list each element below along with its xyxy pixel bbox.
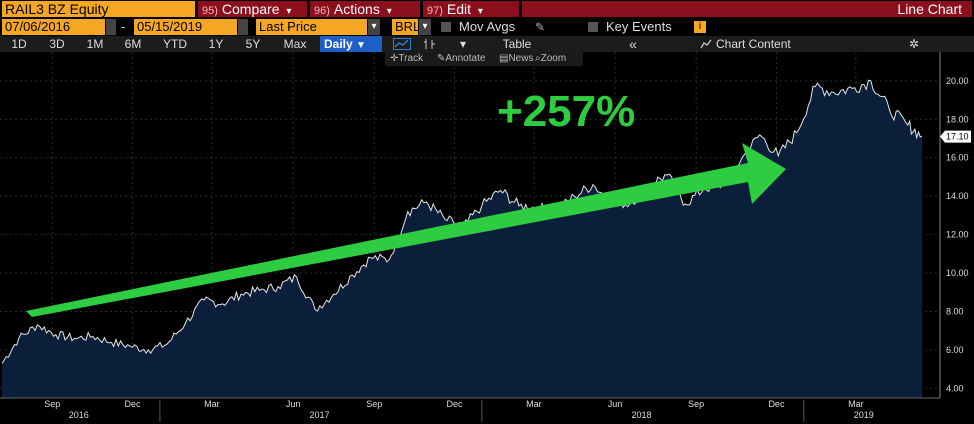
x-month-label: Dec (446, 399, 463, 409)
chevron-down-icon: ▾ (386, 6, 392, 17)
edit-menu[interactable]: 97) Edit ▾ (423, 1, 519, 17)
y-tick-label: 8.00 (946, 307, 964, 317)
news-tool[interactable]: ▤ News (499, 53, 534, 64)
frequency-select[interactable]: Daily ▼ (320, 36, 382, 52)
chevron-down-icon: ▾ (286, 6, 292, 17)
percent-gain-annotation: +257% (497, 87, 635, 136)
chart-content-icon[interactable] (698, 36, 714, 52)
x-month-label: Sep (366, 399, 382, 409)
y-tick-label: 20.00 (946, 76, 969, 86)
key-events-checkbox[interactable] (588, 22, 598, 32)
calendar-icon[interactable] (238, 19, 248, 35)
date-range-bar: 07/06/2016 - 05/15/2019 Last Price ▾ BRL… (0, 19, 974, 35)
y-tick-label: 12.00 (946, 230, 969, 240)
window-title-label: Line Chart (897, 1, 962, 17)
period-5y-button[interactable]: 5Y (245, 37, 261, 51)
x-year-label: 2016 (69, 410, 89, 420)
y-tick-label: 16.00 (946, 153, 969, 163)
key-events-label: Key Events (606, 19, 672, 34)
last-value-label: 17.10 (946, 132, 969, 142)
actions-menu-number: 96) (314, 5, 330, 17)
x-month-label: Jun (608, 399, 623, 409)
chevron-down-icon[interactable]: ▾ (419, 19, 431, 35)
zoom-tool[interactable]: ⌕ Zoom (535, 53, 567, 64)
table-button[interactable]: Table (502, 37, 532, 51)
compare-menu-number: 95) (202, 5, 218, 17)
collapse-icon[interactable]: « (629, 36, 637, 52)
line-chart-icon[interactable] (388, 36, 416, 52)
period-1d-button[interactable]: 1D (11, 37, 27, 51)
x-year-label: 2018 (631, 410, 651, 420)
y-tick-label: 10.00 (946, 268, 969, 278)
period-3d-button[interactable]: 3D (49, 37, 65, 51)
actions-menu-label: Actions (333, 1, 380, 17)
actions-menu[interactable]: 96) Actions ▾ (310, 1, 420, 17)
title-bar: RAIL3 BZ Equity 95) Compare ▾ 96) Actions … (0, 0, 974, 18)
chart-tools: ✛ Track ✎ Annotate ▤ News ⌕ Zoom (385, 52, 583, 66)
track-tool[interactable]: ✛ Track (390, 53, 424, 64)
toolbar: 1D 3D 1M 6M YTD 1Y 5Y Max Daily ▼ ▾ Tabl… (0, 36, 974, 52)
last-value-marker: 17.10 (940, 130, 971, 143)
period-1y-button[interactable]: 1Y (208, 37, 224, 51)
period-1m-button[interactable]: 1M (86, 37, 104, 51)
zoom-label: Zoom (540, 53, 567, 64)
y-axis: 4.00 6.00 8.00 10.00 12.00 14.00 16.00 18.00 20.… (946, 76, 969, 394)
date-separator: - (121, 19, 126, 34)
x-year-label: 2019 (854, 410, 874, 420)
gear-icon[interactable]: ✲ (908, 37, 920, 51)
x-month-label: Jun (286, 399, 301, 409)
x-month-label: Mar (848, 399, 864, 409)
pencil-icon[interactable]: ✎ (535, 20, 546, 34)
y-tick-label: 18.00 (946, 114, 969, 124)
ticker-field[interactable]: RAIL3 BZ Equity (2, 1, 195, 17)
price-chart[interactable]: +257% 4.00 6.00 8.00 10.00 12.00 14.00 16.00 18… (0, 52, 974, 424)
annotate-label: Annotate (445, 53, 486, 64)
frequency-label: Daily (324, 37, 353, 51)
x-month-label: Sep (688, 399, 704, 409)
x-month-label: Dec (125, 399, 142, 409)
y-tick-label: 6.00 (946, 345, 964, 355)
period-6m-button[interactable]: 6M (124, 37, 142, 51)
bar-chart-icon[interactable] (418, 36, 442, 52)
y-tick-label: 14.00 (946, 191, 969, 201)
chevron-down-icon: ▼ (356, 40, 366, 51)
price-field-select[interactable]: Last Price (256, 19, 367, 35)
annotate-tool[interactable]: ✎ Annotate (437, 53, 486, 64)
x-axis: Sep Dec Mar Jun Sep Dec Mar Jun Sep Dec Mar 2016 201… (0, 397, 940, 422)
x-month-label: Dec (768, 399, 785, 409)
x-year-label: 2017 (310, 410, 330, 420)
chevron-down-icon[interactable]: ▾ (368, 19, 380, 35)
price-area (2, 80, 922, 398)
period-max-button[interactable]: Max (283, 37, 307, 51)
news-label: News (508, 53, 534, 64)
x-month-label: Mar (526, 399, 542, 409)
end-date-field[interactable]: 05/15/2019 (134, 19, 237, 35)
period-ytd-button[interactable]: YTD (163, 37, 187, 51)
chevron-down-icon: ▾ (477, 6, 483, 17)
info-icon[interactable]: i (694, 21, 706, 33)
x-month-label: Mar (204, 399, 220, 409)
chart-type-dropdown[interactable]: ▾ (459, 37, 467, 51)
compare-menu[interactable]: 95) Compare ▾ (198, 1, 307, 17)
x-month-label: Sep (44, 399, 60, 409)
compare-menu-label: Compare (221, 1, 280, 17)
y-tick-label: 4.00 (946, 383, 964, 393)
chart-content-button[interactable]: Chart Content (716, 37, 791, 51)
trend-arrow (26, 143, 786, 317)
window-title: Line Chart (522, 1, 972, 17)
edit-menu-number: 97) (427, 5, 443, 17)
currency-select[interactable]: BRL (392, 19, 420, 35)
edit-menu-label: Edit (446, 1, 472, 17)
track-label: Track (398, 53, 424, 64)
mov-avgs-label: Mov Avgs (459, 19, 516, 34)
start-date-field[interactable]: 07/06/2016 (2, 19, 105, 35)
calendar-icon[interactable] (106, 19, 116, 35)
mov-avgs-checkbox[interactable] (441, 22, 451, 32)
